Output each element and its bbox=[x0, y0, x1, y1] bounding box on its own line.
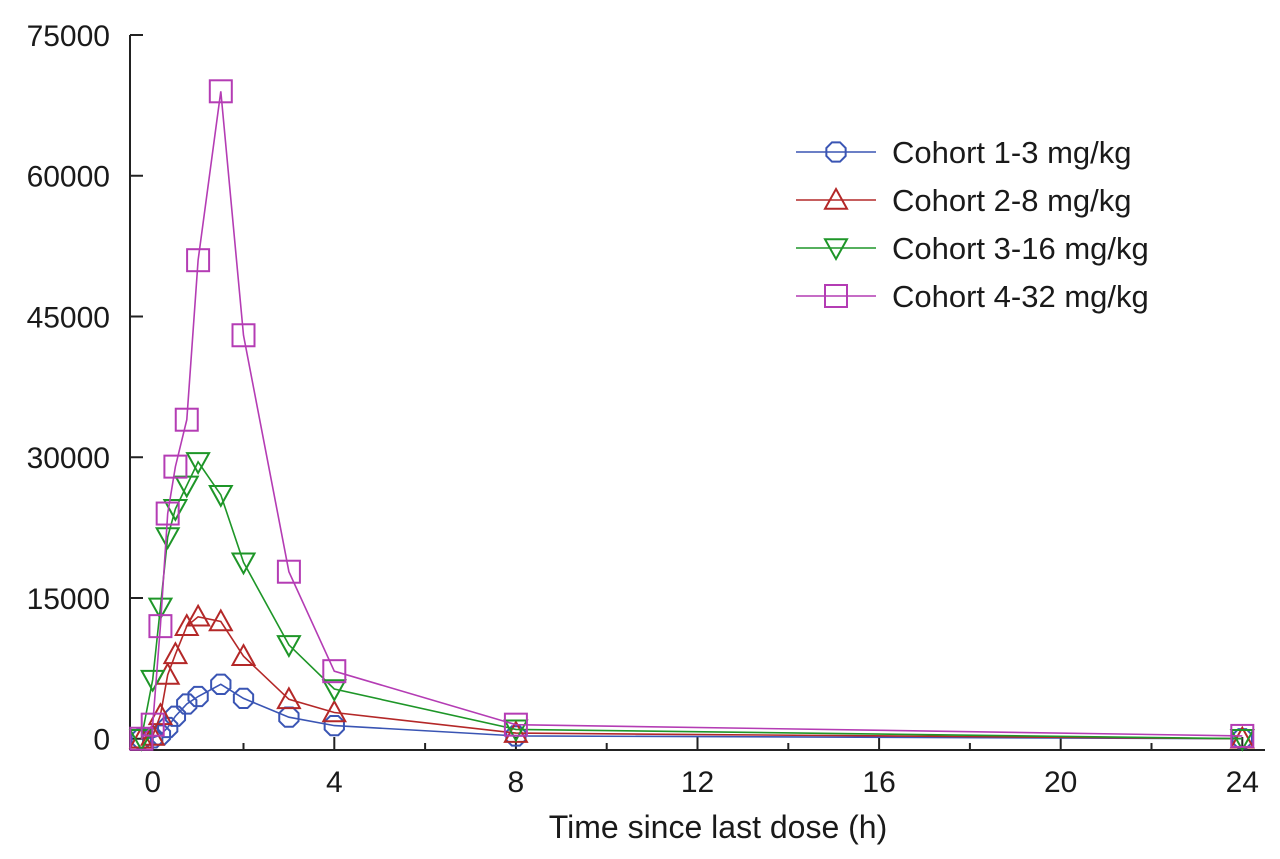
data-point bbox=[1229, 728, 1255, 752]
data-point bbox=[148, 614, 173, 639]
x-tick-label: 4 bbox=[326, 766, 343, 799]
data-point bbox=[187, 685, 209, 708]
legend-marker bbox=[823, 238, 849, 262]
y-tick-label: 15000 bbox=[27, 583, 110, 616]
data-point bbox=[185, 452, 211, 475]
series-line bbox=[140, 460, 1243, 740]
legend: Cohort 1-3 mg/kg Cohort 2-8 mg/kg Cohort 3… bbox=[796, 135, 1149, 314]
legend-item: Cohort 2-8 mg/kg bbox=[796, 183, 1132, 218]
y-tick-label: 75000 bbox=[27, 20, 110, 53]
y-tick-label: 60000 bbox=[27, 161, 110, 194]
y-tick-label: 0 bbox=[93, 724, 110, 757]
legend-item: Cohort 3-16 mg/kg bbox=[796, 231, 1149, 266]
data-point bbox=[1230, 723, 1255, 748]
series-4 bbox=[129, 79, 1255, 751]
data-point bbox=[162, 641, 189, 665]
data-point bbox=[140, 712, 165, 737]
data-point bbox=[208, 484, 234, 508]
data-point bbox=[162, 499, 189, 522]
data-point bbox=[208, 608, 234, 632]
data-point bbox=[322, 659, 347, 684]
legend-label: Cohort 1-3 mg/kg bbox=[892, 135, 1132, 170]
legend-label: Cohort 2-8 mg/kg bbox=[892, 183, 1132, 218]
x-tick-label: 0 bbox=[144, 766, 161, 799]
legend-item: Cohort 1-3 mg/kg bbox=[796, 135, 1132, 170]
data-point bbox=[208, 79, 233, 104]
data-point bbox=[321, 679, 347, 703]
data-point bbox=[154, 527, 181, 551]
legend-label: Cohort 4-32 mg/kg bbox=[892, 279, 1149, 314]
data-point bbox=[276, 559, 301, 584]
data-point bbox=[155, 501, 180, 526]
data-point bbox=[276, 686, 302, 710]
data-point bbox=[278, 706, 300, 728]
data-point bbox=[140, 669, 166, 693]
legend-marker bbox=[825, 141, 847, 163]
data-point bbox=[230, 643, 257, 666]
legend-item: Cohort 4-32 mg/kg bbox=[796, 279, 1149, 314]
data-point bbox=[503, 719, 529, 743]
x-tick-label: 20 bbox=[1044, 766, 1077, 799]
data-point bbox=[210, 673, 232, 695]
data-point bbox=[128, 725, 155, 749]
legend-marker bbox=[823, 186, 849, 210]
data-point bbox=[163, 454, 188, 479]
x-tick-label: 16 bbox=[862, 766, 895, 799]
x-tick-label: 8 bbox=[508, 766, 525, 799]
x-tick-label: 12 bbox=[681, 766, 714, 799]
series-line bbox=[141, 683, 1243, 740]
x-axis-title: Time since last dose (h) bbox=[549, 809, 887, 845]
data-point bbox=[232, 687, 255, 710]
axis-ticks: 0 15000 30000 45000 60000 75000 0 4 8 12 16 20 24 bbox=[27, 20, 1259, 799]
data-point bbox=[185, 603, 211, 627]
legend-label: Cohort 3-16 mg/kg bbox=[892, 231, 1149, 266]
data-point bbox=[174, 407, 199, 432]
x-tick-label: 24 bbox=[1226, 766, 1259, 799]
legend-marker bbox=[824, 284, 848, 308]
data-point bbox=[147, 597, 174, 621]
y-tick-label: 30000 bbox=[27, 442, 110, 475]
series-line bbox=[141, 615, 1243, 740]
data-point bbox=[176, 693, 198, 715]
data-point bbox=[503, 712, 528, 737]
data-point bbox=[186, 248, 211, 273]
data-point bbox=[321, 699, 347, 723]
data-point bbox=[230, 552, 257, 576]
y-tick-label: 45000 bbox=[27, 301, 110, 334]
data-point bbox=[231, 323, 256, 348]
data-point bbox=[276, 635, 302, 658]
data-series bbox=[128, 79, 1255, 752]
series-line bbox=[140, 91, 1243, 740]
series-2 bbox=[128, 603, 1255, 749]
